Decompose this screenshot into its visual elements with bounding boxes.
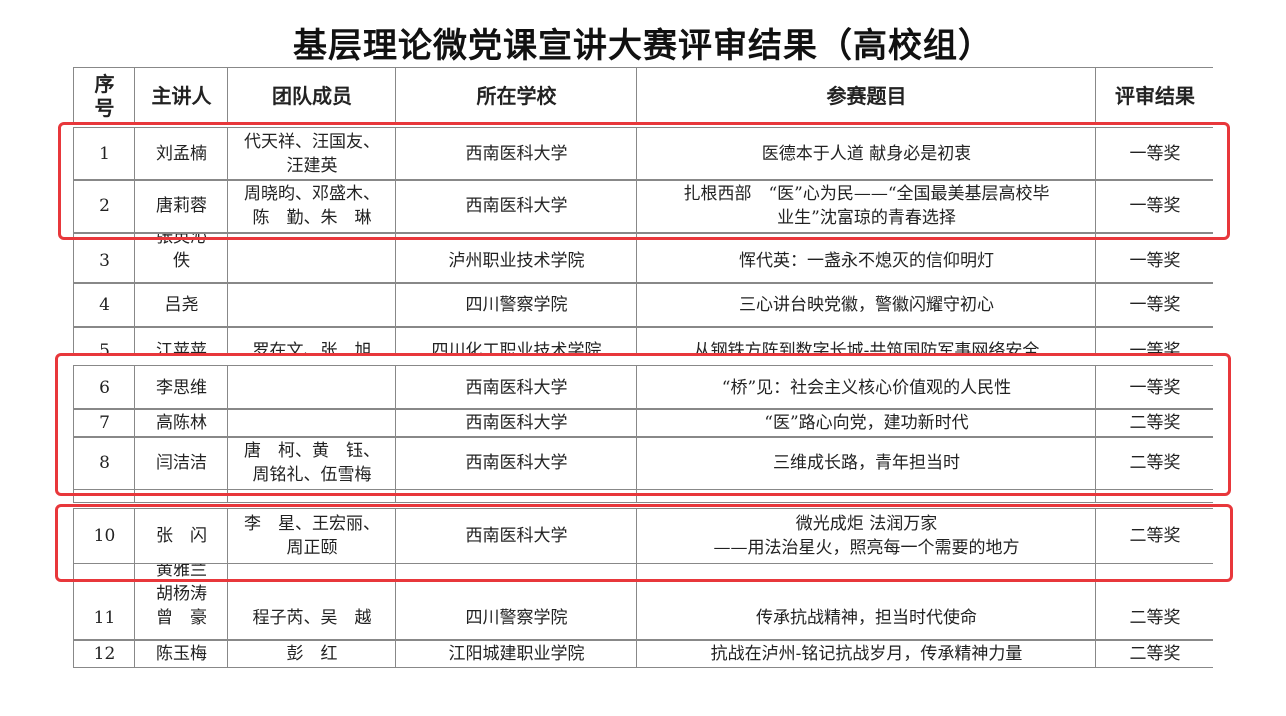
header-result-cell: 评审结果 (1095, 68, 1213, 124)
index-cell: 7 (73, 409, 135, 437)
team-cell: 李 星、王宏丽、 周正颐 (227, 509, 396, 563)
team-cell: 周晓昀、邓盛木、 陈 勤、朱 琳 (227, 180, 396, 232)
speaker-cell: 高陈林 (134, 409, 228, 437)
table-row: 1 刘孟楠 代天祥、汪国友、 汪建英 西南医科大学 医德本于人道 献身必是初衷 一等奖 (73, 127, 1213, 181)
speaker-cell: 江苹苹 (134, 327, 228, 354)
topic-cell: 医德本于人道 献身必是初衷 (636, 128, 1096, 180)
header-index-cell: 序 号 (73, 68, 135, 124)
topic-cell: 三维成长路，青年担当时 (636, 437, 1096, 489)
team-cell (227, 366, 396, 409)
result-cell: 一等奖 (1095, 234, 1213, 283)
topic-cell: 明廉理·践廉行 (636, 490, 1096, 502)
school-cell: 西南医科大学 (395, 128, 637, 180)
school-cell: 西南医科大学 (395, 180, 637, 232)
index-cell: 8 (73, 437, 135, 489)
topic-cell: “医”路心向党，建功新时代 (636, 409, 1096, 437)
index-cell: 4 (73, 283, 135, 327)
school-cell: 四川化工职业技术学院 (395, 327, 637, 354)
topic-cell: 微光成炬 法润万家 ——用法治星火，照亮每一个需要的地方 (636, 509, 1096, 563)
speaker-cell: 闫洁洁 (134, 437, 228, 489)
topic-cell: 从钢铁方阵到数字长城-共筑国防军事网络安全 (636, 327, 1096, 354)
school-cell: 西南医科大学 (395, 509, 637, 563)
index-cell: 1 (73, 128, 135, 180)
speaker-cell: 黄晓珈 (134, 490, 228, 502)
team-cell: 代天祥、汪国友、 汪建英 (227, 128, 396, 180)
table-row: 12 陈玉梅彭 红江阳城建职业学院 抗战在泸州-铭记抗战岁月，传承精神力量 二等奖 (73, 639, 1213, 668)
result-cell: 二等奖 (1095, 490, 1213, 502)
speaker-cell: 刘孟楠 (134, 128, 228, 180)
topic-cell: 抗战在泸州-铭记抗战岁月，传承精神力量 (636, 640, 1096, 667)
table-row: 10 张 闪李 星、王宏丽、 周正颐 西南医科大学 微光成炬 法润万家 ——用法治星火… (73, 508, 1213, 564)
result-cell: 二等奖 (1095, 437, 1213, 489)
result-cell: 二等奖 (1095, 564, 1213, 640)
topic-cell: “桥”见：社会主义核心价值观的人民性 (636, 366, 1096, 409)
index-cell: 10 (73, 509, 135, 563)
result-cell: 一等奖 (1095, 283, 1213, 327)
speaker-cell: 李思维 (134, 366, 228, 409)
school-cell: 四川警察学院 (395, 283, 637, 327)
result-cell: 二等奖 (1095, 409, 1213, 437)
index-cell: 6 (73, 366, 135, 409)
table-row: 11 黄雅兰 胡杨涛 曾 豪程子芮、吴 越四川警察学院 传承抗战精神，担当时代使命二… (73, 563, 1213, 641)
index-cell: 9 (73, 490, 135, 502)
highlight-box (55, 504, 1233, 582)
result-cell: 一等奖 (1095, 366, 1213, 409)
table-row: 5 江苹苹 罗在文、张 旭四川化工职业技术学院 从钢铁方阵到数字长城-共筑国防军事网络… (73, 326, 1213, 355)
table-row: 9黄晓珈 泸州职业技术学院明廉理·践廉行二等奖 (73, 489, 1213, 503)
table-row: 3 张英沁 佚 泸州职业技术学院 恽代英：一盏永不熄灭的信仰明灯 一等奖 (73, 233, 1213, 284)
index-cell: 12 (73, 640, 135, 667)
speaker-cell: 唐莉蓉 (134, 180, 228, 232)
index-cell: 11 (73, 564, 135, 640)
speaker-cell: 陈玉梅 (134, 640, 228, 667)
result-cell: 二等奖 (1095, 509, 1213, 563)
school-cell: 江阳城建职业学院 (395, 640, 637, 667)
table-row: 8 闫洁洁唐 柯、黄 钰、 周铭礼、伍雪梅 西南医科大学 三维成长路，青年担当时 二等奖 (73, 436, 1213, 490)
table-row: 2 唐莉蓉 周晓昀、邓盛木、 陈 勤、朱 琳西南医科大学 扎根西部 “医”心为民——“… (73, 179, 1213, 233)
table-header: 序 号主讲人 团队成员 所在学校 参赛题目 评审结果 (73, 67, 1213, 125)
index-cell: 5 (73, 327, 135, 354)
school-cell: 四川警察学院 (395, 564, 637, 640)
topic-cell: 传承抗战精神，担当时代使命 (636, 564, 1096, 640)
result-cell: 一等奖 (1095, 327, 1213, 354)
topic-cell: 恽代英：一盏永不熄灭的信仰明灯 (636, 234, 1096, 283)
result-cell: 一等奖 (1095, 128, 1213, 180)
result-cell: 二等奖 (1095, 640, 1213, 667)
result-cell: 一等奖 (1095, 180, 1213, 232)
team-cell: 程子芮、吴 越 (227, 564, 396, 640)
school-cell: 泸州职业技术学院 (395, 490, 637, 502)
speaker-cell: 黄雅兰 胡杨涛 曾 豪 (134, 564, 228, 640)
header-topic-cell: 参赛题目 (636, 68, 1096, 124)
table-row: 6 李思维 西南医科大学 “桥”见：社会主义核心价值观的人民性 一等奖 (73, 365, 1213, 410)
school-cell: 泸州职业技术学院 (395, 234, 637, 283)
speaker-cell: 吕尧 (134, 283, 228, 327)
team-cell: 彭 红 (227, 640, 396, 667)
team-cell (227, 283, 396, 327)
header-school-cell: 所在学校 (395, 68, 637, 124)
school-cell: 西南医科大学 (395, 409, 637, 437)
topic-cell: 三心讲台映党徽，警徽闪耀守初心 (636, 283, 1096, 327)
index-cell: 3 (73, 234, 135, 283)
team-cell: 罗在文、张 旭 (227, 327, 396, 354)
team-cell: 唐 柯、黄 钰、 周铭礼、伍雪梅 (227, 437, 396, 489)
index-cell: 2 (73, 180, 135, 232)
speaker-cell: 张 闪 (134, 509, 228, 563)
highlight-box (58, 122, 1230, 240)
team-cell (227, 234, 396, 283)
header-speaker-cell: 主讲人 (134, 68, 228, 124)
school-cell: 西南医科大学 (395, 437, 637, 489)
speaker-cell: 张英沁 佚 (134, 234, 228, 283)
table-row: 7 高陈林 西南医科大学 “医”路心向党，建功新时代 二等奖 (73, 408, 1213, 438)
team-cell (227, 409, 396, 437)
highlight-box (55, 353, 1231, 496)
table-row: 4 吕尧 四川警察学院 三心讲台映党徽，警徽闪耀守初心 一等奖 (73, 282, 1213, 328)
team-cell (227, 490, 396, 502)
school-cell: 西南医科大学 (395, 366, 637, 409)
topic-cell: 扎根西部 “医”心为民——“全国最美基层高校毕 业生”沈富琼的青春选择 (636, 180, 1096, 232)
document-title: 基层理论微党课宣讲大赛评审结果（高校组） (293, 26, 993, 66)
header-team-cell: 团队成员 (227, 68, 396, 124)
